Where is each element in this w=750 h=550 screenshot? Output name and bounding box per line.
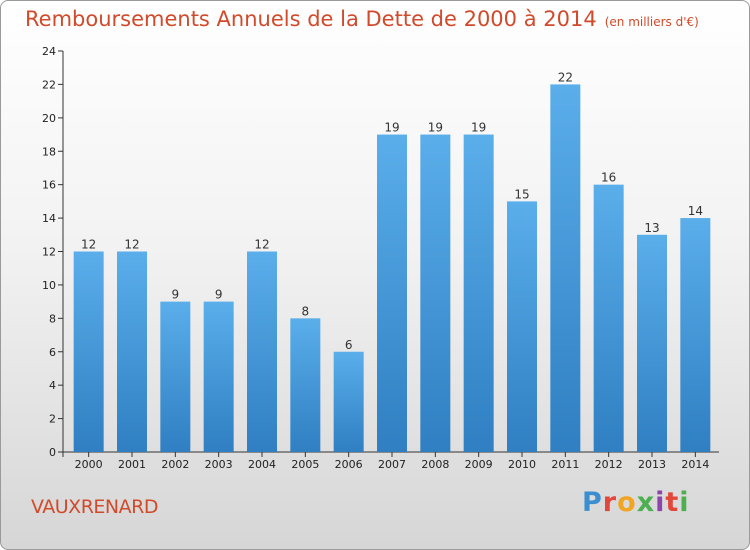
- bar-2002: [160, 301, 191, 452]
- y-tick-label: 24: [42, 45, 56, 58]
- bar-2001: [117, 251, 147, 452]
- data-label-2001: 12: [124, 238, 139, 252]
- bar-2004: [247, 251, 277, 452]
- bar-2000: [73, 251, 104, 452]
- proxiti-logo: Proxiti: [582, 487, 690, 518]
- bar-2010: [507, 201, 537, 452]
- bar-2013: [637, 234, 667, 452]
- bar-2005: [290, 318, 321, 452]
- data-label-2012: 16: [601, 171, 616, 185]
- x-tick-label: 2014: [681, 458, 709, 471]
- bar-2014: [680, 218, 711, 452]
- data-label-2005: 8: [302, 304, 310, 318]
- chart-title: Remboursements Annuels de la Dette de 20…: [25, 7, 699, 31]
- data-label-2013: 13: [644, 221, 659, 235]
- data-label-2008: 19: [428, 121, 443, 135]
- data-label-2000: 12: [81, 238, 96, 252]
- x-tick-label: 2002: [161, 458, 189, 471]
- x-tick-label: 2000: [75, 458, 103, 471]
- x-tick-label: 2011: [551, 458, 579, 471]
- x-tick-label: 2013: [638, 458, 666, 471]
- data-label-2014: 14: [688, 204, 703, 218]
- data-label-2009: 19: [471, 121, 486, 135]
- x-tick-label: 2008: [421, 458, 449, 471]
- bar-2008: [420, 134, 451, 452]
- y-tick-label: 12: [42, 246, 56, 259]
- y-tick-label: 10: [42, 279, 56, 292]
- x-tick-label: 2006: [335, 458, 363, 471]
- y-tick-label: 6: [49, 346, 56, 359]
- bar-2009: [463, 134, 494, 452]
- data-label-2004: 12: [254, 238, 269, 252]
- x-tick-label: 2004: [248, 458, 276, 471]
- data-label-2002: 9: [172, 288, 180, 302]
- logo-letter: i: [655, 487, 666, 518]
- y-tick-label: 4: [49, 379, 56, 392]
- y-tick-label: 0: [49, 446, 56, 459]
- data-label-2010: 15: [514, 187, 529, 201]
- data-label-2011: 22: [558, 70, 573, 84]
- x-tick-label: 2010: [508, 458, 536, 471]
- logo-letter: x: [636, 487, 656, 518]
- bar-2011: [550, 84, 581, 453]
- logo-letter: P: [582, 487, 603, 518]
- bar-2003: [203, 301, 234, 452]
- y-tick-label: 16: [42, 179, 56, 192]
- logo-letter: o: [617, 487, 637, 518]
- commune-name: VAUXRENARD: [31, 496, 158, 518]
- y-tick-label: 2: [49, 413, 56, 426]
- y-tick-label: 18: [42, 145, 56, 158]
- x-tick-label: 2007: [378, 458, 406, 471]
- bar-2006: [333, 351, 364, 452]
- logo-letter: r: [602, 487, 618, 518]
- y-tick-label: 8: [49, 312, 56, 325]
- bar-2012: [593, 184, 624, 452]
- chart-title-text: Remboursements Annuels de la Dette de 20…: [25, 7, 597, 31]
- bar-2007: [377, 134, 407, 452]
- logo-letter: i: [679, 487, 690, 518]
- data-label-2007: 19: [384, 121, 399, 135]
- y-tick-label: 20: [42, 112, 56, 125]
- data-label-2003: 9: [215, 288, 223, 302]
- x-tick-label: 2012: [595, 458, 623, 471]
- x-tick-label: 2001: [118, 458, 146, 471]
- logo-letter: t: [665, 487, 680, 518]
- data-label-2006: 6: [345, 338, 353, 352]
- chart-subtitle: (en milliers d'€): [604, 15, 699, 29]
- x-tick-label: 2005: [291, 458, 319, 471]
- x-tick-label: 2009: [465, 458, 493, 471]
- y-tick-label: 22: [42, 78, 56, 91]
- x-tick-label: 2003: [205, 458, 233, 471]
- y-tick-label: 14: [42, 212, 56, 225]
